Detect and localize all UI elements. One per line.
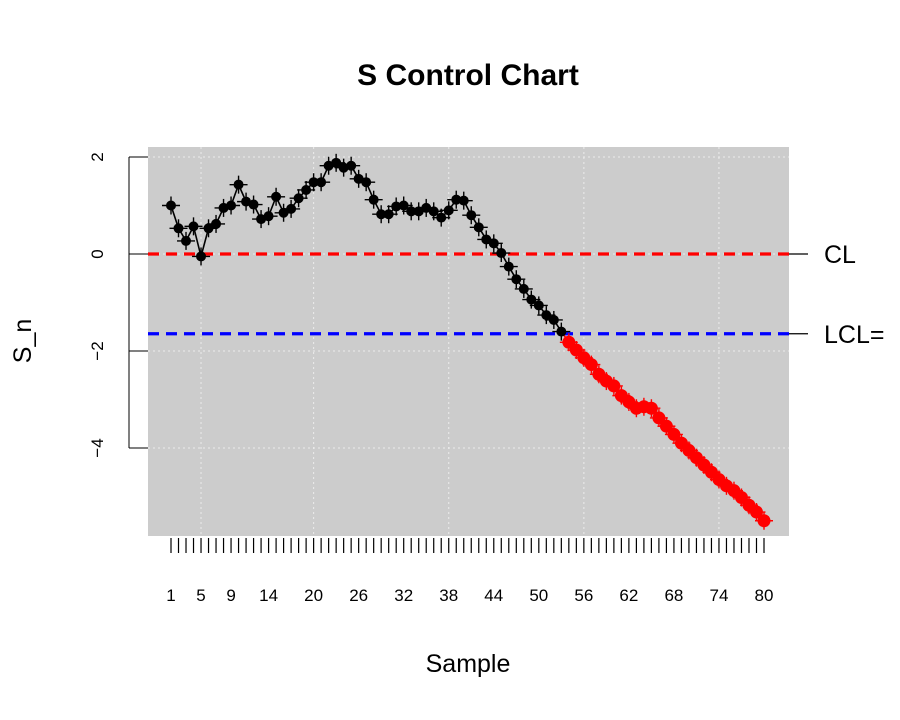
x-tick-label: 68 [664,586,683,605]
data-point [481,234,492,245]
y-tick-label: 2 [88,152,107,161]
data-point [278,207,289,218]
x-tick-label: 38 [439,586,458,605]
data-point [383,209,394,220]
data-point-out-of-control [749,505,763,519]
data-point [173,223,184,234]
data-point [436,212,447,223]
data-point [496,248,507,259]
data-point [526,294,537,305]
data-point [473,222,484,233]
data-point [458,195,469,206]
x-tick-label: 20 [304,586,323,605]
x-tick-label: 1 [166,586,175,605]
data-point [248,199,259,210]
data-point [413,206,424,217]
data-point [533,300,544,311]
y-axis-title: S_n [9,319,37,363]
data-point [466,210,477,221]
x-axis-title: Sample [426,650,511,678]
data-point [353,173,364,184]
data-point [488,238,499,249]
x-tick-label: 5 [196,586,205,605]
data-point [271,191,282,202]
y-tick-label: −4 [88,438,107,457]
chart-title: S Control Chart [357,59,579,92]
data-point [368,194,379,205]
data-point-out-of-control [667,427,681,441]
data-point [181,235,192,246]
data-point [548,314,559,325]
data-point [518,283,529,294]
x-tick-label: 62 [619,586,638,605]
data-point [451,194,462,205]
data-point [166,200,176,211]
data-point-out-of-control [607,379,621,393]
x-tick-label: 32 [394,586,413,605]
x-tick-label: 9 [226,586,235,605]
data-point-out-of-control [644,401,658,415]
data-point [263,211,274,222]
control-lines: CL LCL= [148,241,884,349]
data-point-out-of-control [757,514,771,528]
data-point-out-of-control [652,411,666,425]
data-point [188,221,199,232]
data-point [316,177,327,188]
data-point [391,201,402,212]
data-point [211,218,222,229]
data-point [361,177,372,188]
data-point-out-of-control [584,358,598,372]
y-tick-label: 0 [88,249,107,258]
x-tick-label: 44 [484,586,503,605]
center-line-label: CL [824,241,856,269]
x-tick-label: 56 [574,586,593,605]
data-point [203,223,214,234]
data-point-out-of-control [659,419,673,433]
data-point [226,200,237,211]
x-tick-label: 26 [349,586,368,605]
data-point [556,326,567,337]
data-point [293,193,304,204]
data-point [443,205,454,216]
x-axis: 1 5 9 14 20 26 32 38 44 50 56 62 68 74 80 [166,538,773,605]
x-tick-label: 50 [529,586,548,605]
data-point [428,206,439,217]
data-point [398,200,409,211]
data-point [346,160,357,171]
y-tick-label: −2 [88,341,107,360]
x-tick-label: 14 [259,586,278,605]
data-point [301,184,312,195]
data-point [511,274,522,285]
data-point [196,251,207,262]
data-point [421,202,432,213]
lcl-label: LCL= [824,321,884,349]
data-point [331,157,342,168]
series-layer [162,153,773,530]
data-point [233,179,244,190]
y-axis: −4 −2 0 2 [88,152,148,458]
data-point [286,203,297,214]
x-tick-label: 74 [710,586,729,605]
data-point [541,310,552,321]
data-point [503,261,514,272]
grid-lines [148,147,789,536]
x-tick-label: 80 [755,586,774,605]
